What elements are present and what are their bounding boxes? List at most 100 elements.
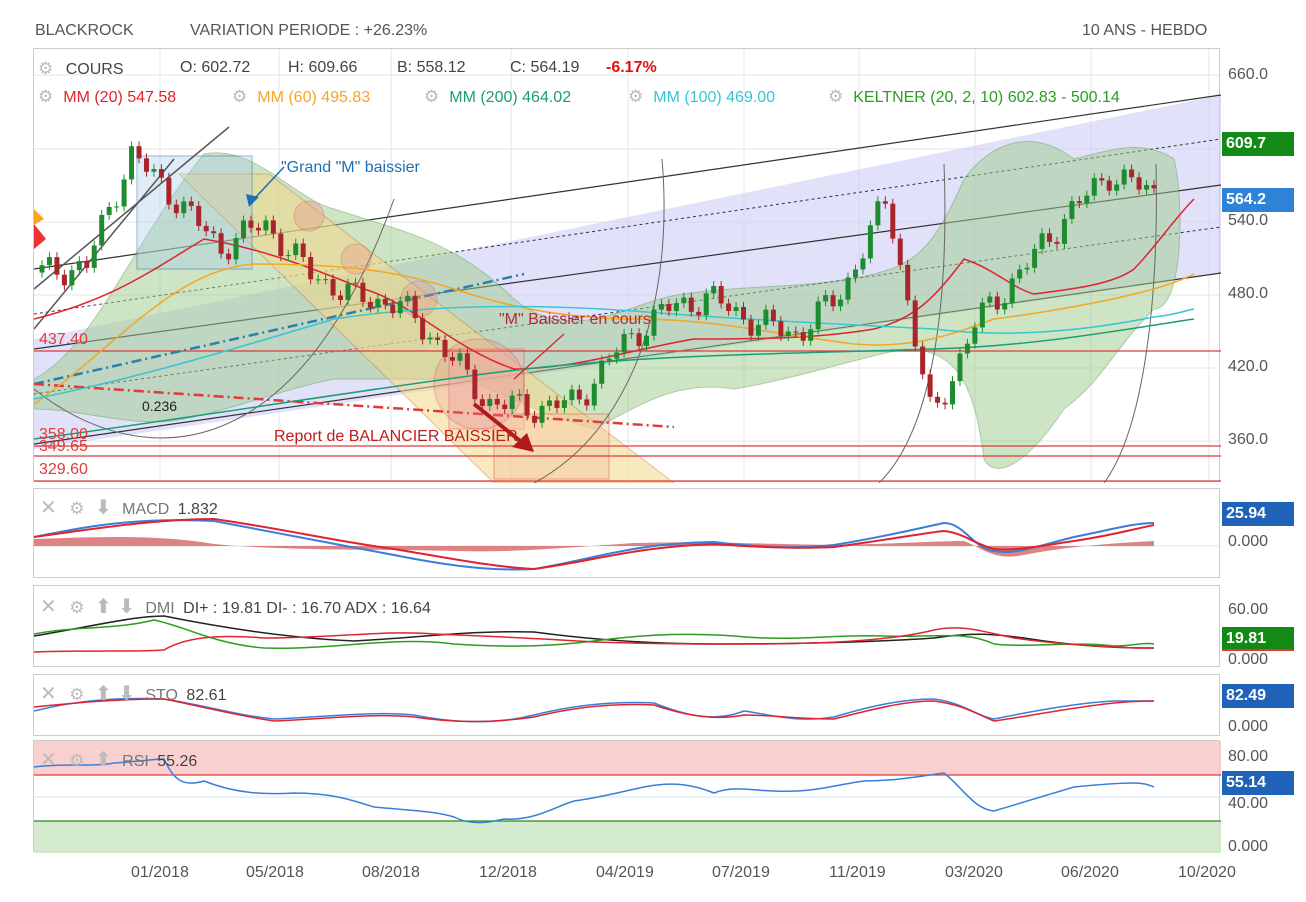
close-icon[interactable]: ✕ (40, 749, 57, 771)
macd-panel[interactable]: ✕ ⚙ ⬇ MACD 1.832 (33, 488, 1221, 578)
candle-body (1076, 201, 1082, 204)
candle-body (412, 295, 418, 319)
candle-body (539, 405, 545, 423)
dmi-svg (34, 615, 1155, 653)
sto-label: STO (145, 687, 178, 704)
candle-body (300, 243, 306, 258)
candle-body (136, 146, 142, 159)
close-icon[interactable]: ✕ (40, 596, 57, 618)
indicator-label: MM (20) (63, 89, 128, 106)
indicator-label: MM (100) (653, 89, 727, 106)
open-value: O: 602.72 (180, 59, 251, 76)
candle-body (897, 238, 903, 265)
candle-body (1039, 233, 1045, 249)
arrow-up-icon[interactable]: ⬆ (94, 749, 112, 771)
candle-body (143, 158, 149, 172)
candle-body (1069, 201, 1075, 219)
macd-line (34, 519, 1155, 571)
candle-body (755, 324, 761, 336)
dmi-plus (34, 619, 1155, 649)
candle-body (330, 279, 336, 296)
close-icon[interactable]: ✕ (40, 683, 57, 705)
sto-k (34, 697, 1154, 723)
indicator-3[interactable]: ⚙ MM (100) 469.00 (628, 87, 775, 107)
arrow-down-icon[interactable]: ⬇ (118, 596, 135, 618)
candle-body (46, 257, 52, 266)
gear-icon[interactable]: ⚙ (424, 87, 440, 106)
indicator-2[interactable]: ⚙ MM (200) 464.02 (424, 87, 571, 107)
candle-body (502, 404, 508, 410)
indicator-1[interactable]: ⚙ MM (60) 495.83 (232, 87, 370, 107)
candle-body (323, 279, 329, 281)
rsi-tag: 55.14 (1222, 771, 1294, 795)
candle-body (1121, 169, 1127, 185)
candle-body (852, 269, 858, 278)
trend-dashdot-red (34, 382, 675, 429)
dmi-label: DMI (145, 600, 175, 617)
gear-icon[interactable]: ⚙ (69, 598, 85, 617)
candle-body (815, 301, 821, 330)
price-axis-480: 480.0 (1228, 285, 1269, 302)
x-label: 03/2020 (945, 864, 1003, 881)
gear-icon[interactable]: ⚙ (69, 499, 85, 518)
gear-icon[interactable]: ⚙ (232, 87, 248, 106)
gear-icon[interactable]: ⚙ (38, 59, 54, 78)
indicator-4[interactable]: ⚙ KELTNER (20, 2, 10) 602.83 - 500.14 (828, 87, 1120, 107)
close-icon[interactable]: ✕ (40, 497, 57, 519)
candle-body (449, 357, 455, 361)
timeframe-label: 10 ANS - HEBDO (1082, 22, 1208, 39)
candle-body (69, 270, 75, 286)
arrow-up-icon[interactable]: ⬆ (94, 596, 112, 618)
rsi-panel[interactable]: ✕ ⚙ ⬆ RSI 55.26 (33, 740, 1221, 853)
price-panel[interactable]: ⚙ COURS O: 602.72 H: 609.66 B: 558.12 C:… (33, 48, 1221, 483)
grand-m-box (136, 155, 253, 270)
sto-d (34, 698, 1155, 723)
candle-body (211, 231, 217, 234)
dmi-panel[interactable]: ✕ ⚙ ⬆ ⬇ DMI DI+ : 19.81 DI- : 16.70 ADX … (33, 585, 1220, 667)
gear-icon[interactable]: ⚙ (69, 685, 85, 704)
indicator-0[interactable]: ⚙ MM (20) 547.58 (38, 87, 176, 107)
candle-body (487, 398, 493, 406)
arrow-up-icon[interactable]: ⬆ (94, 683, 112, 705)
candle-body (785, 331, 791, 337)
candle-body (599, 360, 605, 384)
gear-icon[interactable]: ⚙ (828, 87, 844, 106)
candle-body (427, 337, 433, 340)
candle-body (464, 353, 470, 370)
x-label: 08/2018 (362, 864, 420, 881)
candle-body (1106, 180, 1112, 191)
gear-icon[interactable]: ⚙ (69, 751, 85, 770)
candle-body (397, 301, 403, 314)
arrow-down-icon[interactable]: ⬇ (118, 683, 135, 705)
arrow-down-icon[interactable]: ⬇ (94, 497, 112, 519)
candle-body (158, 169, 164, 178)
indicator-value: 495.83 (321, 89, 371, 106)
candle-body (1136, 177, 1142, 190)
candle-body (532, 415, 538, 423)
candle-body (151, 169, 157, 172)
trend-gray1 (34, 126, 230, 290)
candle-body (703, 293, 709, 316)
price-close-tag: 564.2 (1222, 188, 1294, 212)
macd-axis-zero: 0.000 (1228, 533, 1269, 550)
candle-body (173, 204, 179, 214)
candle-body (390, 304, 396, 314)
candle-body (39, 265, 45, 273)
candle-body (949, 381, 955, 405)
candle-body (524, 394, 530, 416)
candle-body (494, 398, 500, 405)
candle-body (1099, 178, 1105, 181)
candle-body (972, 327, 978, 344)
candle-body (472, 369, 478, 400)
gear-icon[interactable]: ⚙ (628, 87, 644, 106)
gear-icon[interactable]: ⚙ (38, 87, 54, 106)
sto-panel[interactable]: ✕ ⚙ ⬆ ⬇ STO 82.61 (33, 674, 1220, 736)
candle-body (614, 352, 620, 359)
candle-body (114, 206, 120, 208)
rsi-label: RSI (122, 753, 149, 770)
candle-body (546, 400, 552, 406)
candle-body (367, 301, 373, 308)
candle-body (338, 295, 344, 300)
candle-body (920, 346, 926, 375)
candle-body (255, 227, 261, 231)
